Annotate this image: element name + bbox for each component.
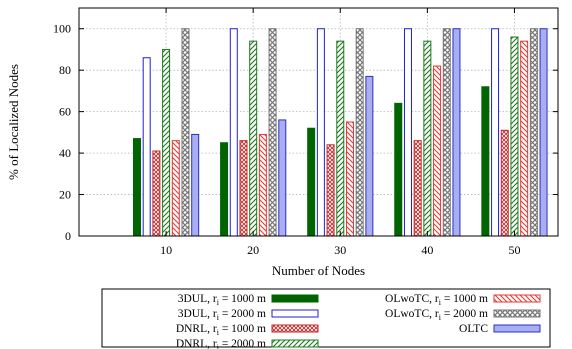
y-tick-label: 60	[59, 105, 71, 119]
bar-6-4	[539, 28, 548, 237]
bar-3-1	[249, 40, 258, 237]
bar-2-1	[239, 140, 248, 237]
legend-label-rest: = 2000 m	[219, 338, 266, 349]
bar-3-0	[162, 48, 171, 237]
legend-label: DNRL, ri = 2000 m	[176, 338, 266, 349]
legend-swatch	[271, 324, 319, 333]
legend-swatch	[493, 294, 541, 303]
bar-5-1	[268, 28, 277, 237]
bar-6-1	[278, 119, 287, 237]
legend	[101, 288, 551, 348]
bar-0-2	[307, 127, 316, 237]
legend-label-main: 3DUL, r	[178, 308, 217, 320]
bars	[132, 28, 548, 237]
x-axis-title: Number of Nodes	[272, 263, 365, 278]
legend-label-main: 3DUL, r	[178, 293, 217, 305]
bar-3-2	[336, 40, 345, 237]
x-tick-label: 10	[160, 243, 172, 257]
legend-label: 3DUL, ri = 2000 m	[178, 308, 266, 322]
bar-2-0	[152, 150, 161, 237]
legend-label-main: DNRL, r	[176, 323, 217, 335]
bar-5-0	[181, 28, 190, 237]
bar-4-3	[433, 65, 442, 237]
legend-label: DNRL, ri = 1000 m	[176, 323, 266, 337]
legend-swatch	[271, 309, 319, 318]
bar-4-4	[520, 40, 529, 237]
y-tick-label: 40	[59, 146, 71, 160]
legend-label-rest: = 2000 m	[219, 308, 266, 320]
x-tick-label: 50	[508, 243, 520, 257]
legend-label-sub: i	[217, 343, 220, 349]
bar-2-4	[500, 129, 509, 237]
bar-0-4	[481, 86, 490, 237]
bar-1-2	[316, 28, 325, 237]
legend-swatch	[493, 309, 541, 318]
bar-4-1	[258, 133, 267, 237]
legend-swatch	[271, 294, 319, 303]
legend-label: OLwoTC, ri = 1000 m	[385, 293, 488, 307]
bar-1-3	[403, 28, 412, 237]
y-tick-label: 100	[53, 22, 71, 36]
bar-5-3	[442, 28, 451, 237]
legend-label-sub: i	[439, 313, 442, 322]
y-tick-label: 80	[59, 63, 71, 77]
bar-0-1	[220, 142, 229, 237]
bar-6-0	[191, 133, 200, 237]
y-axis-title: % of Localized Nodes	[6, 64, 21, 180]
axis-ticks: 0 20 40 60 80 100 10 20 30 40 50	[53, 8, 558, 257]
legend-label-sub: i	[217, 313, 220, 322]
x-tick-label: 30	[334, 243, 346, 257]
plot-frame	[78, 7, 559, 237]
bar-5-2	[355, 28, 364, 237]
bar-3-3	[423, 40, 432, 237]
x-tick-label: 20	[247, 243, 259, 257]
legend-label-rest: = 1000 m	[219, 323, 266, 335]
bar-0-3	[394, 102, 403, 237]
legend-label-main: OLTC	[459, 323, 488, 335]
legend-label-sub: i	[217, 298, 220, 307]
y-tick-label: 0	[65, 229, 71, 243]
x-tick-label: 40	[421, 243, 433, 257]
legend-label-main: OLwoTC, r	[385, 308, 439, 320]
legend-label-sub: i	[217, 328, 220, 337]
bar-1-4	[491, 28, 500, 237]
bar-3-4	[510, 36, 519, 237]
legend-label-main: OLwoTC, r	[385, 293, 439, 305]
legend-label-rest: = 2000 m	[441, 308, 488, 320]
legend-label: OLwoTC, ri = 2000 m	[385, 308, 488, 322]
legend-label: 3DUL, ri = 1000 m	[178, 293, 266, 307]
bar-4-0	[171, 140, 180, 237]
legend-label-rest: = 1000 m	[441, 293, 488, 305]
bar-2-3	[413, 140, 422, 237]
bar-5-4	[529, 28, 538, 237]
bar-0-0	[132, 138, 141, 237]
legend-label-sub: i	[439, 298, 442, 307]
legend-label: OLTC	[459, 323, 488, 335]
bar-6-2	[365, 75, 374, 237]
legend-swatch	[493, 324, 541, 333]
y-tick-label: 20	[59, 188, 71, 202]
bar-1-1	[229, 28, 238, 237]
legend-label-rest: = 1000 m	[219, 293, 266, 305]
legend-swatch	[271, 339, 319, 348]
bar-6-3	[452, 28, 461, 237]
bar-4-2	[345, 121, 354, 237]
bar-2-2	[326, 144, 335, 237]
legend-label-main: DNRL, r	[176, 338, 217, 349]
bar-1-0	[142, 57, 151, 237]
